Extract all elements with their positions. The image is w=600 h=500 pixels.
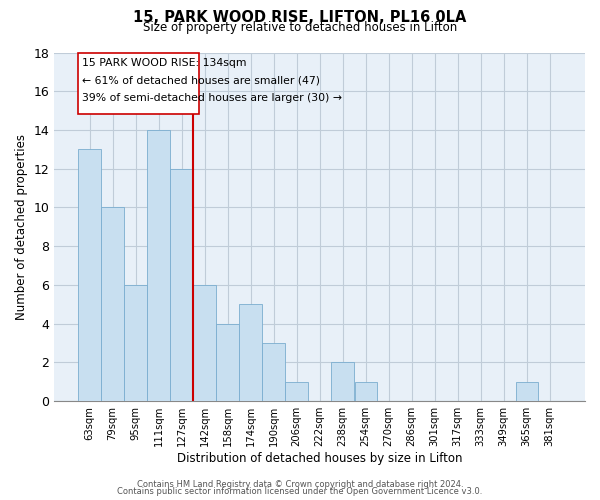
Text: 15, PARK WOOD RISE, LIFTON, PL16 0LA: 15, PARK WOOD RISE, LIFTON, PL16 0LA xyxy=(133,10,467,25)
FancyBboxPatch shape xyxy=(78,52,199,114)
Bar xyxy=(217,324,239,401)
Bar xyxy=(286,382,308,401)
Text: Size of property relative to detached houses in Lifton: Size of property relative to detached ho… xyxy=(143,21,457,34)
Bar xyxy=(148,130,170,401)
Bar xyxy=(239,304,262,401)
Bar xyxy=(193,285,216,401)
Text: 15 PARK WOOD RISE: 134sqm: 15 PARK WOOD RISE: 134sqm xyxy=(82,58,246,68)
Y-axis label: Number of detached properties: Number of detached properties xyxy=(15,134,28,320)
Bar xyxy=(515,382,538,401)
Text: ← 61% of detached houses are smaller (47): ← 61% of detached houses are smaller (47… xyxy=(82,76,320,86)
Bar xyxy=(331,362,354,401)
Bar xyxy=(124,285,147,401)
X-axis label: Distribution of detached houses by size in Lifton: Distribution of detached houses by size … xyxy=(177,452,463,465)
Bar xyxy=(101,208,124,401)
Bar xyxy=(170,168,193,401)
Bar xyxy=(79,150,101,401)
Bar xyxy=(262,343,285,401)
Text: Contains public sector information licensed under the Open Government Licence v3: Contains public sector information licen… xyxy=(118,487,482,496)
Text: 39% of semi-detached houses are larger (30) →: 39% of semi-detached houses are larger (… xyxy=(82,93,341,103)
Text: Contains HM Land Registry data © Crown copyright and database right 2024.: Contains HM Land Registry data © Crown c… xyxy=(137,480,463,489)
Bar xyxy=(355,382,377,401)
